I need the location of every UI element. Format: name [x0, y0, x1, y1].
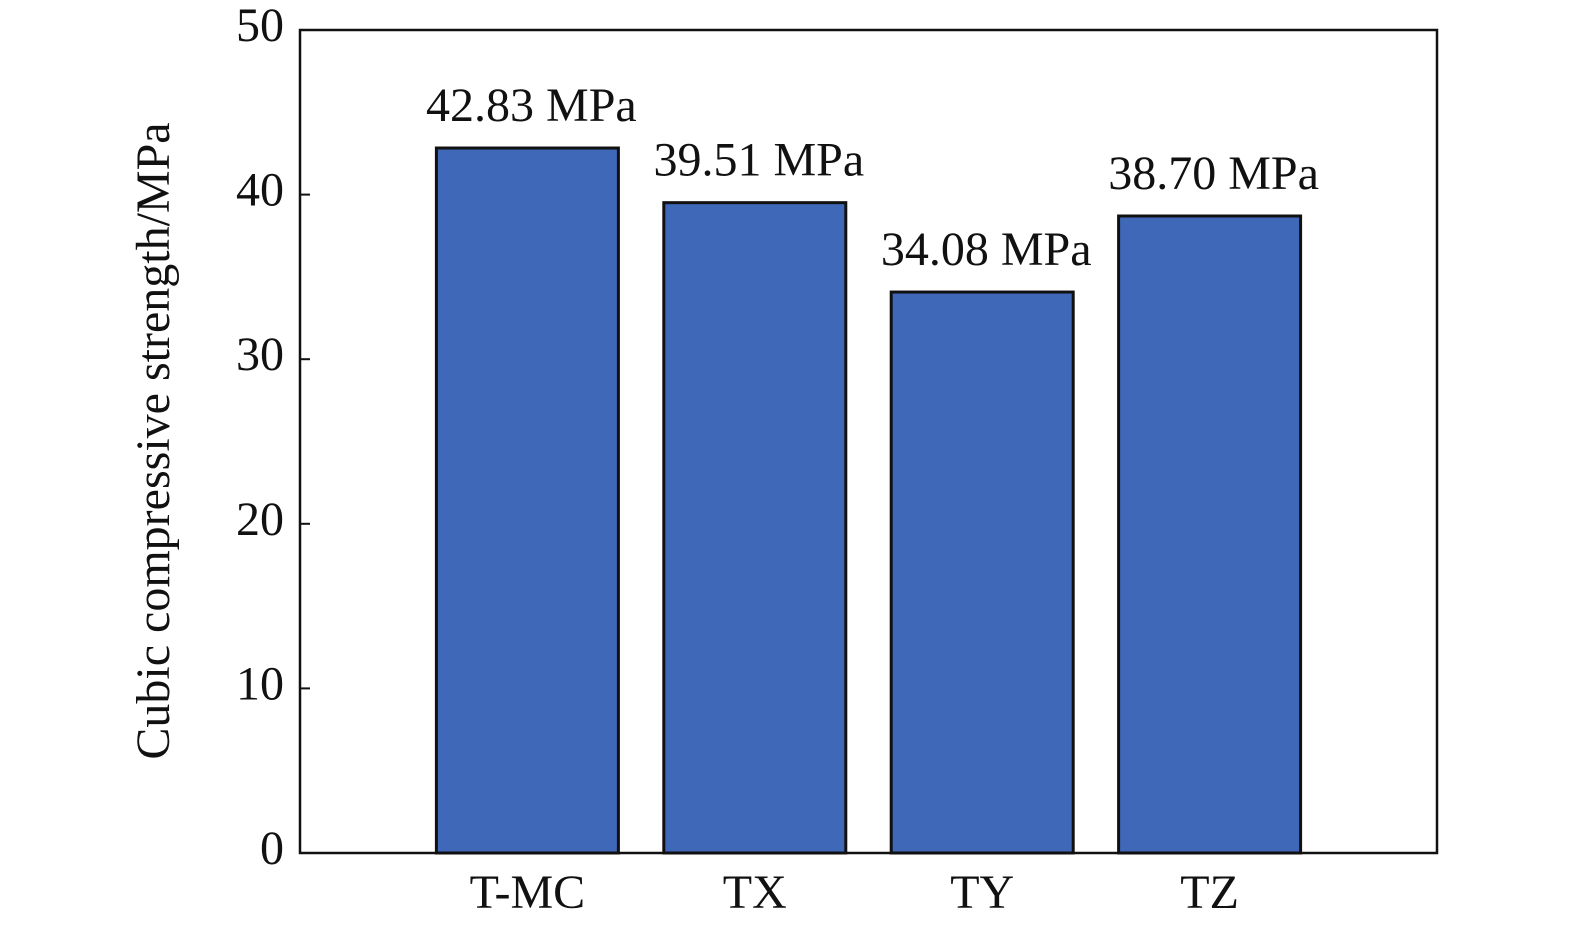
x-tick-label: TZ	[1180, 866, 1239, 919]
x-tick-label: TX	[723, 866, 787, 919]
bar	[662, 201, 848, 855]
y-tick-label: 20	[236, 493, 284, 546]
plot-frame	[298, 28, 1439, 855]
y-tick-label: 50	[236, 0, 284, 52]
bar	[889, 290, 1075, 855]
y-tick-label: 30	[236, 328, 284, 381]
y-tick-label: 0	[260, 822, 284, 875]
y-axis-label: Cubic compressive strength/MPa	[127, 122, 180, 759]
value-label: 38.70 MPa	[1108, 147, 1319, 200]
bar	[1117, 214, 1303, 855]
value-label: 34.08 MPa	[881, 223, 1092, 276]
value-label: 39.51 MPa	[653, 134, 864, 187]
y-tick-label: 40	[236, 164, 284, 217]
value-label: 42.83 MPa	[426, 79, 637, 132]
x-tick-label: TY	[950, 866, 1014, 919]
x-tick-label: T-MC	[470, 866, 586, 919]
bar	[434, 146, 620, 855]
y-tick-label: 10	[236, 657, 284, 710]
